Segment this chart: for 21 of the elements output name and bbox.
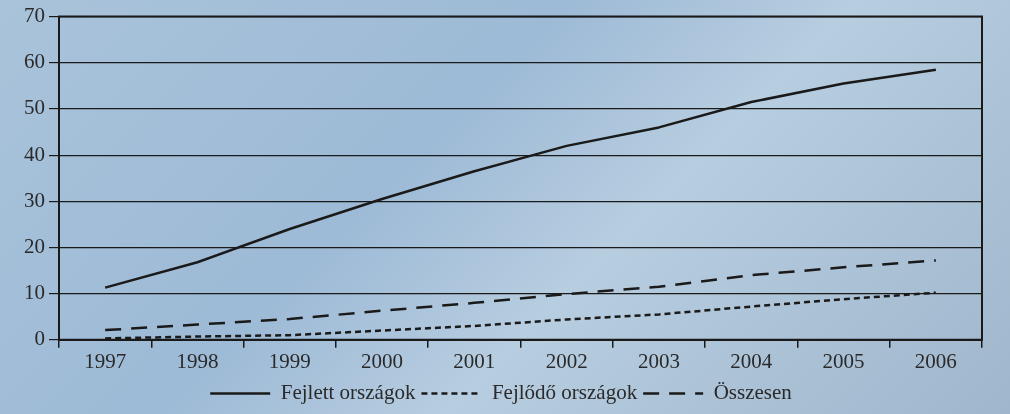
x-tick-label: 2004 [730, 348, 773, 373]
x-tick-label: 2003 [637, 348, 680, 373]
x-tick-label: 1999 [268, 348, 311, 373]
x-tick-label: 2006 [914, 348, 957, 373]
y-tick-label: 30 [24, 187, 45, 212]
x-tick-label: 2005 [822, 348, 865, 373]
x-tick-label: 2000 [361, 348, 404, 373]
y-tick-label: 0 [34, 326, 45, 351]
y-tick-label: 20 [24, 233, 45, 258]
legend-label: Összesen [713, 380, 793, 405]
legend-label: Fejlődő országok [491, 380, 638, 405]
y-tick-label: 50 [24, 95, 45, 120]
x-tick-label: 1998 [176, 348, 219, 373]
x-tick-label: 2001 [453, 348, 496, 373]
y-tick-label: 40 [24, 141, 45, 166]
y-tick-label: 70 [24, 3, 45, 28]
y-tick-label: 10 [24, 280, 45, 305]
x-tick-label: 2002 [545, 348, 588, 373]
legend-label: Fejlett országok [280, 380, 416, 405]
y-tick-label: 60 [24, 49, 45, 74]
x-tick-label: 1997 [84, 348, 127, 373]
